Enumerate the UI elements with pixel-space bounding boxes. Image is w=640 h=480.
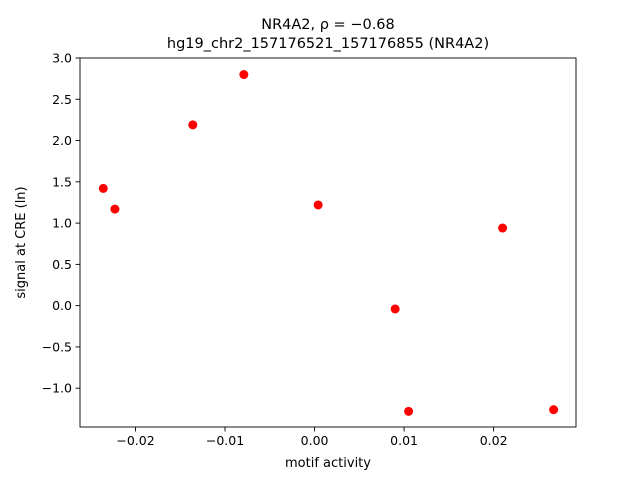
x-tick-label: 0.02 [480,433,508,448]
y-tick-label: −0.5 [42,339,72,354]
x-tick-label: 0.01 [390,433,418,448]
data-point [549,405,559,415]
chart-title: NR4A2, ρ = −0.68 [261,17,395,33]
y-tick-label: 1.5 [52,174,72,189]
data-point [404,406,414,416]
data-point [313,200,323,210]
y-tick-label: 1.0 [52,216,72,231]
y-axis-ticks: −1.0 −0.5 0.0 0.5 1.0 1.5 2.0 2.5 3.0 [42,51,80,396]
chart-subtitle: hg19_chr2_157176521_157176855 (NR4A2) [167,36,489,52]
x-tick-label: −0.02 [116,433,154,448]
y-tick-label: 2.5 [52,92,72,107]
data-point [390,304,400,314]
y-axis-label: signal at CRE (ln) [14,186,29,298]
y-tick-label: 3.0 [52,51,72,66]
y-tick-label: −1.0 [42,381,72,396]
data-point [239,70,249,80]
x-axis-ticks: −0.02 −0.01 0.00 0.01 0.02 [116,427,508,448]
y-tick-label: 0.0 [52,298,72,313]
axes-frame [79,57,577,428]
data-point [110,204,120,214]
y-tick-label: 0.5 [52,257,72,272]
x-tick-label: 0.00 [301,433,329,448]
y-tick-label: 2.0 [52,133,72,148]
x-axis-label: motif activity [285,456,371,471]
data-points [98,70,559,416]
x-tick-label: −0.01 [206,433,244,448]
data-point [498,223,508,233]
data-point [188,120,198,130]
data-point [98,183,108,193]
